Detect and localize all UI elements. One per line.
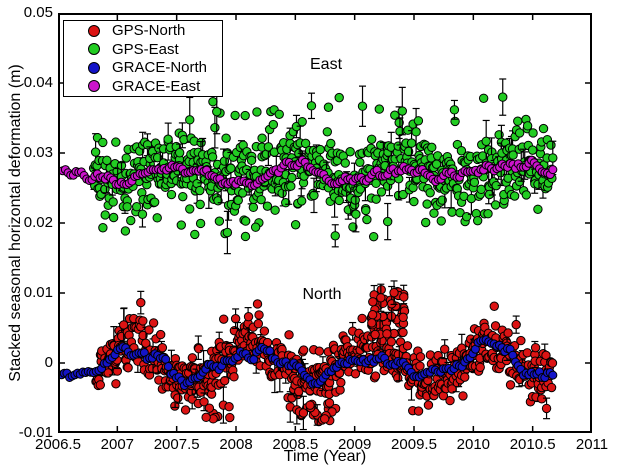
- legend-item: GRACE-North: [64, 59, 222, 77]
- legend-item: GPS-North: [64, 22, 222, 40]
- legend-marker-icon: [88, 80, 100, 93]
- legend-item: GPS-East: [64, 40, 222, 58]
- annotation-east: East: [309, 56, 343, 73]
- y-tick-label: 0.04: [23, 74, 53, 91]
- x-tick-label: 2010.5: [509, 436, 556, 453]
- legend-label: GRACE-North: [112, 59, 208, 77]
- y-tick-label: 0: [44, 354, 53, 371]
- x-tick-label: 2009.5: [391, 436, 437, 453]
- y-tick-label: 0.05: [23, 4, 53, 21]
- legend-marker-icon: [88, 24, 100, 37]
- legend-item: GRACE-East: [64, 77, 222, 95]
- y-tick-label: 0.03: [23, 144, 53, 161]
- x-tick-label: 2006.5: [35, 436, 81, 453]
- x-tick-label: 2007: [100, 436, 135, 453]
- x-axis-label: Time (Year): [283, 448, 367, 465]
- legend-label: GPS-East: [112, 40, 179, 58]
- legend-label: GRACE-East: [112, 77, 201, 95]
- legend-marker-icon: [88, 61, 100, 74]
- annotation-north: North: [302, 286, 342, 303]
- x-tick-label: 2009: [337, 436, 372, 453]
- x-tick-label: 2008.5: [272, 436, 319, 453]
- legend-marker-icon: [88, 43, 100, 56]
- x-tick-label: 2008: [219, 436, 253, 453]
- x-tick-label: 2007.5: [153, 436, 200, 453]
- y-tick-label: -0.01: [18, 424, 53, 441]
- x-tick-label: 2011: [575, 436, 609, 453]
- legend: GPS-North GPS-East GRACE-North GRACE-East: [63, 20, 223, 97]
- y-tick-label: 0.01: [23, 284, 53, 301]
- x-tick-label: 2010: [456, 436, 491, 453]
- y-tick-label: 0.02: [23, 214, 53, 231]
- legend-label: GPS-North: [112, 22, 186, 40]
